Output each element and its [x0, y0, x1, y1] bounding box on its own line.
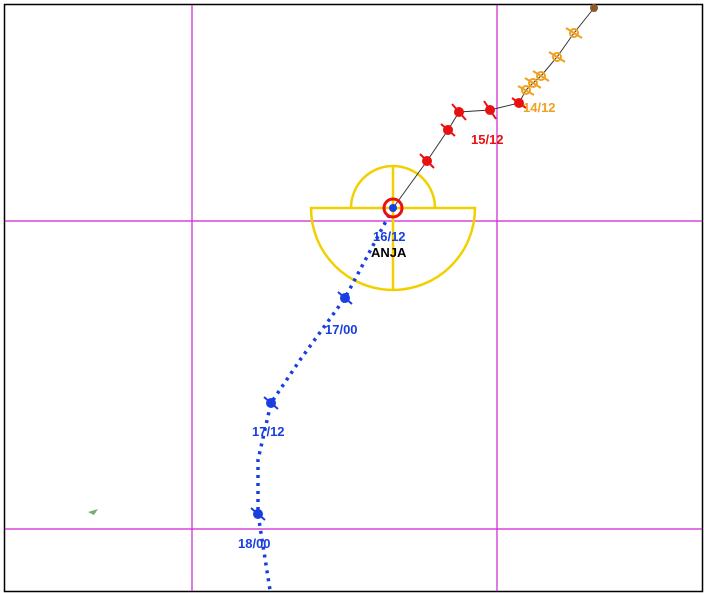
current-position — [382, 197, 404, 219]
position — [569, 28, 579, 38]
track-label: 17/00 — [325, 322, 358, 337]
symbol-arms — [250, 291, 353, 521]
position — [528, 78, 538, 88]
grid — [5, 5, 702, 591]
track-label: 17/12 — [252, 424, 285, 439]
lower-semicircle — [309, 206, 477, 292]
position — [389, 204, 397, 212]
uncertainty-cone — [309, 164, 477, 292]
position — [536, 71, 546, 81]
track-label: 15/12 — [471, 132, 504, 147]
track-label: 16/12 — [373, 229, 406, 244]
map-frame — [3, 3, 704, 593]
position — [590, 4, 598, 12]
track-label: 14/12 — [523, 100, 556, 115]
position — [552, 52, 562, 62]
orange-positions — [517, 27, 583, 96]
symbol-arms — [419, 97, 527, 169]
island — [88, 509, 98, 515]
track-label: 18/00 — [238, 536, 271, 551]
position — [521, 85, 531, 95]
storm-name: ANJA — [371, 245, 407, 260]
symbol-arms — [517, 27, 583, 96]
